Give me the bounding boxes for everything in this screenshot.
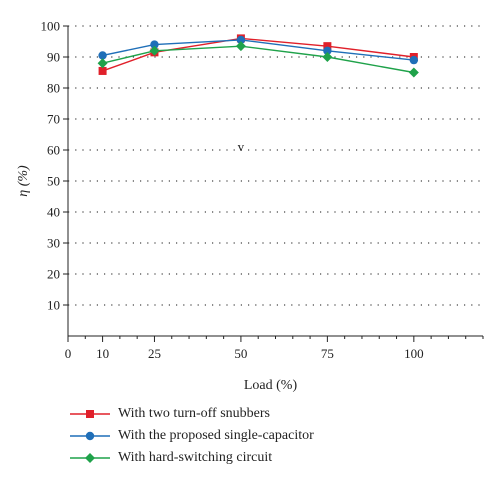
y-tick-label: 50 — [47, 174, 60, 189]
data-point — [235, 41, 246, 52]
legend-label: With two turn-off snubbers — [118, 406, 270, 421]
legend-swatch — [70, 431, 110, 441]
data-point — [409, 55, 419, 65]
data-point — [149, 45, 160, 56]
data-point — [408, 67, 419, 78]
efficiency-chart: 10 20 30 40 50 60 70 80 90 100 0 10 25 50 75 100 η (%)… — [16, 19, 484, 393]
data-point — [150, 40, 159, 49]
series-1 — [98, 34, 418, 75]
y-tick-label: 10 — [47, 298, 60, 313]
y-tick-label: 20 — [47, 267, 60, 282]
y-tick-label: 70 — [47, 112, 60, 127]
data-point — [97, 58, 108, 69]
data-point — [98, 51, 107, 60]
legend-swatch — [70, 410, 110, 418]
axes — [63, 25, 484, 342]
series-line — [102, 39, 414, 61]
legend: With two turn-off snubbers With the propo… — [68, 403, 314, 469]
x-tick-label: 50 — [234, 346, 247, 361]
legend-marker — [85, 431, 95, 441]
legend-label: With hard-switching circuit — [118, 450, 273, 465]
series-3 — [97, 41, 419, 78]
x-tick-label: 25 — [148, 346, 161, 361]
y-tick-label: 30 — [47, 236, 60, 251]
x-tick-label: 75 — [321, 346, 334, 361]
y-axis-label: η (%) — [16, 165, 31, 197]
y-tick-labels: 10 20 30 40 50 60 70 80 90 100 — [41, 19, 61, 313]
y-tick-label: 60 — [47, 143, 60, 158]
legend-item: With two turn-off snubbers — [68, 403, 314, 425]
y-tick-label: 80 — [47, 81, 60, 96]
x-tick-label: 0 — [65, 346, 72, 361]
data-point — [98, 66, 107, 75]
x-axis-label: Load (%) — [244, 378, 298, 393]
legend-marker — [85, 453, 95, 463]
legend-swatch — [70, 453, 110, 463]
grid-lines — [68, 25, 483, 306]
legend-label: With the proposed single-capacitor — [118, 428, 314, 443]
legend-item: With the proposed single-capacitor — [68, 425, 314, 447]
series-line — [102, 45, 414, 74]
data-point — [323, 46, 332, 55]
legend-item: With hard-switching circuit — [68, 447, 314, 469]
series-2 — [98, 35, 419, 65]
data-point — [236, 35, 246, 45]
x-tick-label: 10 — [96, 346, 109, 361]
x-tick-labels: 0 10 25 50 75 100 — [65, 346, 424, 361]
y-tick-label: 90 — [47, 50, 60, 65]
x-tick-label: 100 — [404, 346, 424, 361]
y-tick-label: 40 — [47, 205, 60, 220]
chart-annotation: v — [238, 139, 245, 154]
series-group — [97, 34, 419, 78]
legend-marker — [86, 410, 94, 418]
data-point — [322, 52, 333, 62]
data-point — [323, 42, 332, 51]
y-tick-label: 100 — [41, 19, 61, 34]
